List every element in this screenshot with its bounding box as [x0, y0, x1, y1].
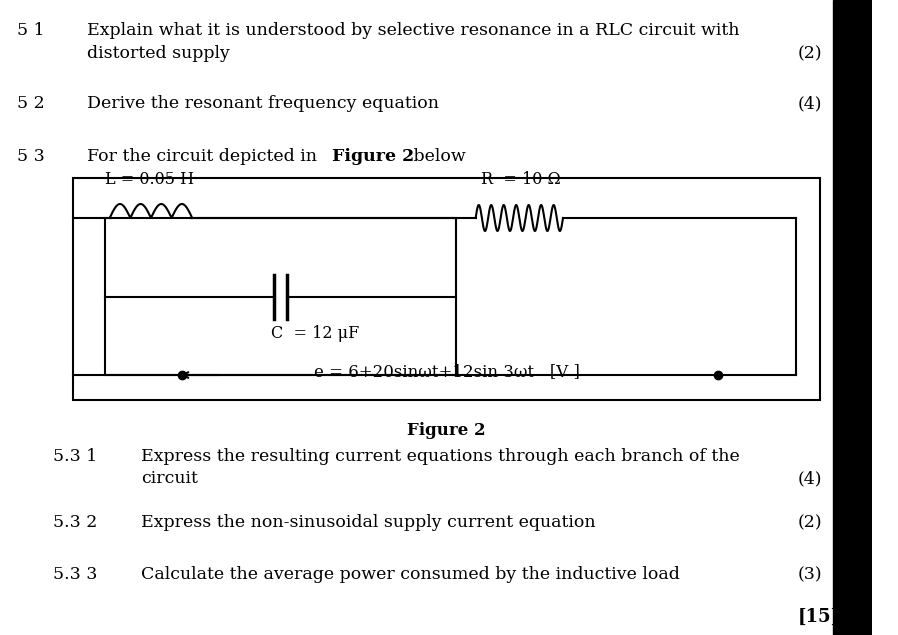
Text: L = 0.05 H: L = 0.05 H — [105, 171, 194, 188]
Text: 5 2: 5 2 — [17, 95, 45, 112]
Text: (4): (4) — [798, 470, 823, 487]
Text: C  = 12 μF: C = 12 μF — [271, 324, 359, 342]
Text: Express the resulting current equations through each branch of the: Express the resulting current equations … — [141, 448, 740, 465]
Text: R  = 10 Ω: R = 10 Ω — [480, 171, 560, 188]
Text: distorted supply: distorted supply — [87, 45, 230, 62]
Text: (3): (3) — [798, 566, 823, 583]
Text: below: below — [408, 148, 465, 165]
Text: Figure 2: Figure 2 — [332, 148, 414, 165]
Text: For the circuit depicted in: For the circuit depicted in — [87, 148, 323, 165]
Text: 5.3 3: 5.3 3 — [53, 566, 98, 583]
Text: circuit: circuit — [141, 470, 198, 487]
Text: Calculate the average power consumed by the inductive load: Calculate the average power consumed by … — [141, 566, 680, 583]
Bar — [73, 178, 820, 400]
Bar — [832, 0, 872, 635]
Text: Derive the resonant frequency equation: Derive the resonant frequency equation — [87, 95, 439, 112]
Text: 5.3 1: 5.3 1 — [53, 448, 98, 465]
Text: [15]: [15] — [798, 608, 840, 626]
Text: 5 1: 5 1 — [17, 22, 45, 39]
Text: Explain what it is understood by selective resonance in a RLC circuit with: Explain what it is understood by selecti… — [87, 22, 740, 39]
Text: Express the non-sinusoidal supply current equation: Express the non-sinusoidal supply curren… — [141, 514, 595, 531]
Text: e = 6+20sinωt+12sin 3ωt   [V ]: e = 6+20sinωt+12sin 3ωt [V ] — [313, 363, 579, 380]
Text: Figure 2: Figure 2 — [407, 422, 486, 439]
Text: (2): (2) — [798, 514, 823, 531]
Text: 5 3: 5 3 — [17, 148, 45, 165]
Text: (4): (4) — [798, 95, 823, 112]
Text: 5.3 2: 5.3 2 — [53, 514, 98, 531]
Bar — [105, 218, 456, 375]
Text: (2): (2) — [798, 45, 823, 62]
